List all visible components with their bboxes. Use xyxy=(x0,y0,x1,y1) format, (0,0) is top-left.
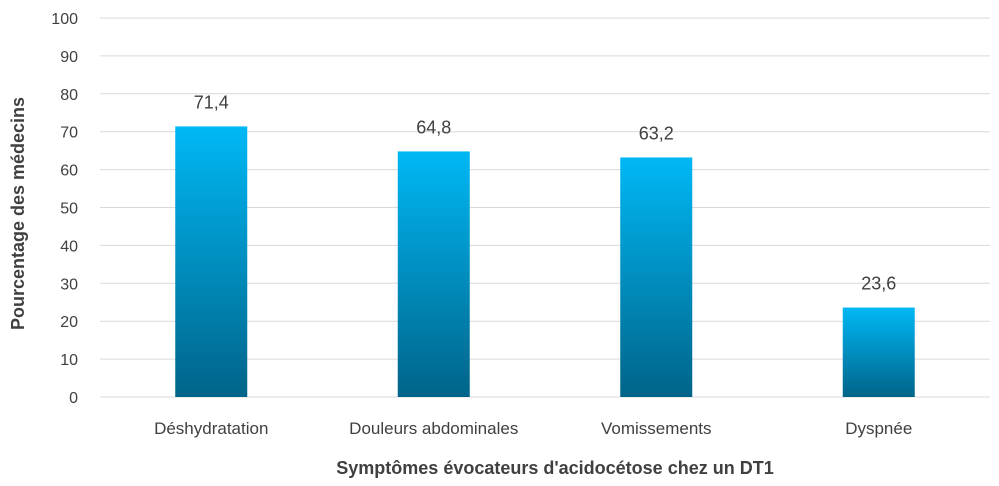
x-axis-categories: Déshydratation Douleurs abdominales Vomiss… xyxy=(154,419,912,438)
y-tick-label: 30 xyxy=(60,276,78,293)
data-labels: 71,4 64,8 63,2 23,6 xyxy=(194,92,897,293)
y-axis-title: Pourcentage des médecins xyxy=(8,97,28,330)
y-tick-label: 20 xyxy=(60,314,78,331)
x-category-label: Déshydratation xyxy=(154,419,268,438)
data-label: 64,8 xyxy=(416,117,451,137)
bar xyxy=(842,307,915,397)
data-label: 71,4 xyxy=(194,92,229,112)
gridlines xyxy=(100,17,990,398)
bars xyxy=(175,126,915,398)
y-tick-label: 50 xyxy=(60,201,78,218)
bar xyxy=(620,157,693,397)
y-axis-ticks: 0 10 20 30 40 50 60 70 80 90 100 xyxy=(51,11,78,407)
y-tick-label: 60 xyxy=(60,163,78,180)
x-axis-title: Symptômes évocateurs d'acidocétose chez … xyxy=(336,458,773,478)
y-tick-label: 10 xyxy=(60,352,78,369)
y-tick-label: 80 xyxy=(60,87,78,104)
data-label: 63,2 xyxy=(639,123,674,143)
x-category-label: Dyspnée xyxy=(845,419,912,438)
data-label: 23,6 xyxy=(861,274,896,294)
bar xyxy=(175,126,248,398)
y-tick-label: 0 xyxy=(69,390,78,407)
bar xyxy=(397,151,470,397)
y-tick-label: 40 xyxy=(60,238,78,255)
y-tick-label: 70 xyxy=(60,125,78,142)
y-tick-label: 100 xyxy=(51,11,78,28)
y-tick-label: 90 xyxy=(60,49,78,66)
x-category-label: Douleurs abdominales xyxy=(349,419,518,438)
x-category-label: Vomissements xyxy=(601,419,712,438)
